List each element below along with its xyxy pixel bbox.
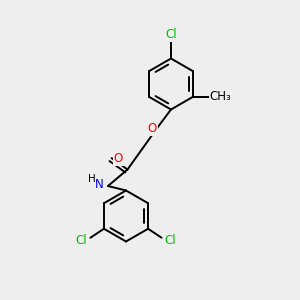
Text: N: N	[94, 178, 103, 191]
Text: Cl: Cl	[76, 234, 87, 247]
Text: H: H	[88, 174, 95, 184]
Text: O: O	[148, 122, 157, 136]
Text: CH₃: CH₃	[210, 90, 232, 103]
Text: O: O	[114, 152, 123, 165]
Text: Cl: Cl	[165, 28, 177, 41]
Text: Cl: Cl	[165, 234, 176, 247]
